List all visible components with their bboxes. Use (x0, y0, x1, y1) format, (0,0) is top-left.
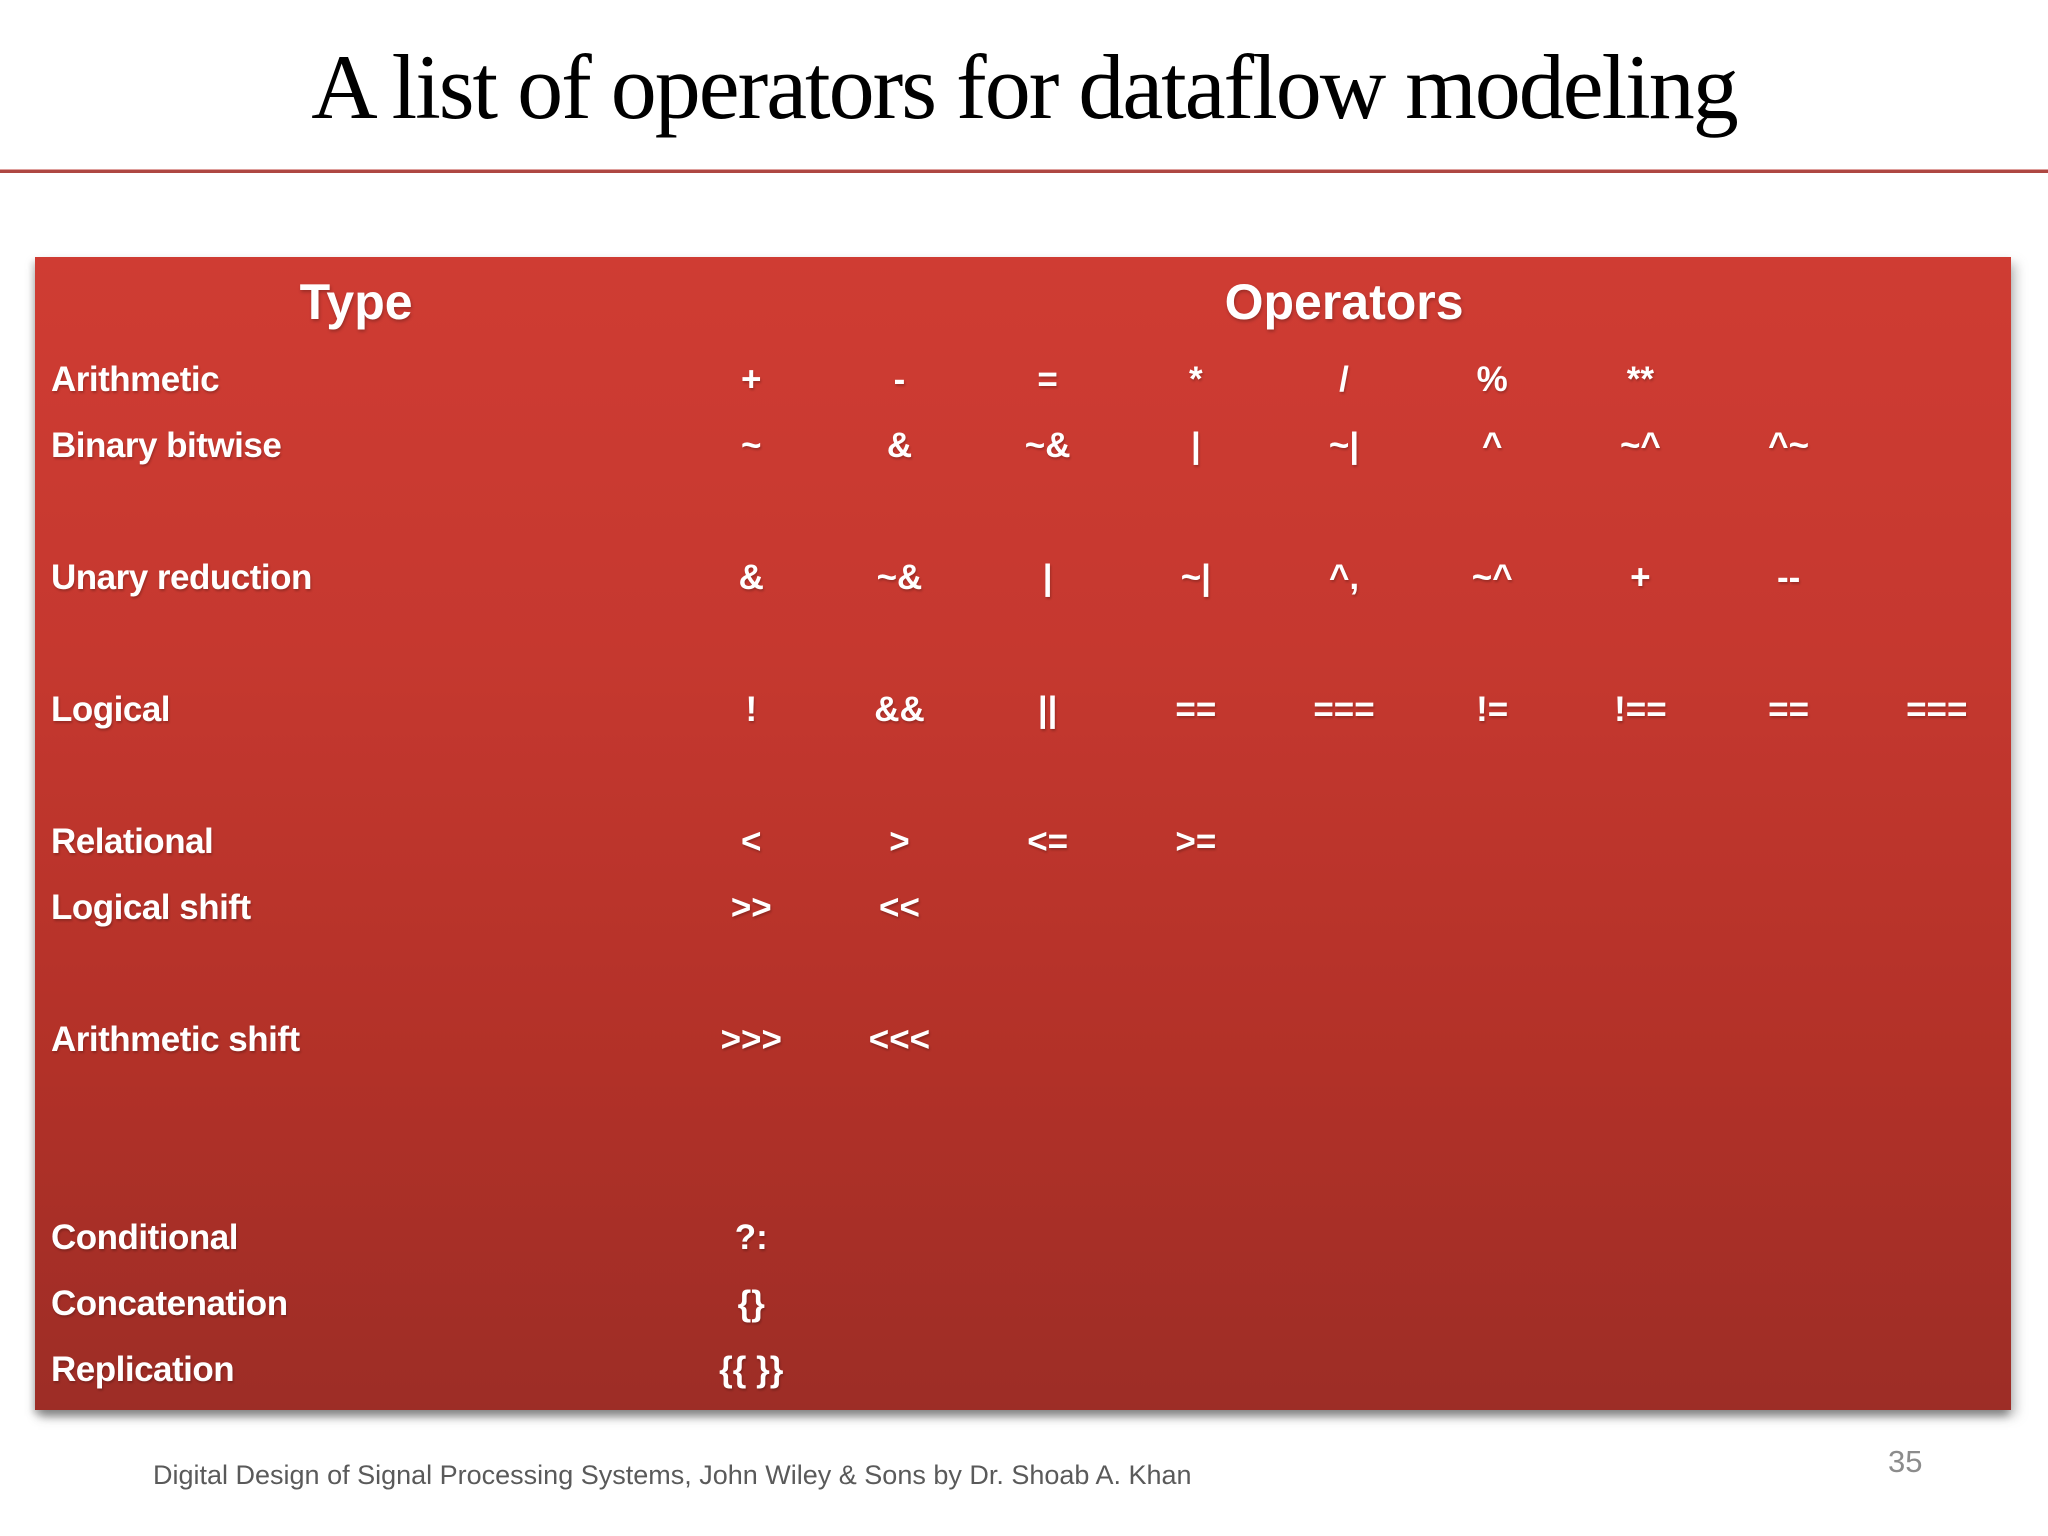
operator-cell: ~^ (1471, 558, 1513, 597)
operator-cell: ^~ (1768, 426, 1810, 465)
table-row-relational: Relational < > <= >= (35, 809, 2011, 875)
operator-cell: * (1189, 360, 1203, 399)
operator-cell: >= (1175, 822, 1217, 861)
operator-cell: << (879, 888, 920, 927)
operator-cell: {} (737, 1284, 765, 1323)
operator-cell: || (1037, 690, 1058, 729)
row-label: Conditional (51, 1218, 238, 1257)
operator-cell: + (1630, 558, 1651, 597)
operator-cell: ~ (741, 426, 762, 465)
operator-cell: ! (745, 690, 758, 729)
table-row-logical-shift: Logical shift >> << (35, 875, 2011, 941)
operator-cell: === (1313, 690, 1375, 729)
row-label: Concatenation (51, 1284, 288, 1323)
operator-cell: ~& (876, 558, 923, 597)
operator-cell: ~& (1024, 426, 1071, 465)
operator-cell: - (893, 360, 906, 399)
operator-cell: && (874, 690, 925, 729)
operator-cell: < (741, 822, 762, 861)
operator-cell: > (889, 822, 910, 861)
operator-cell: & (886, 426, 913, 465)
operator-cell: !== (1614, 690, 1667, 729)
operator-cell: != (1476, 690, 1509, 729)
operator-cell: / (1339, 360, 1349, 399)
table-header-row: Type Operators (35, 257, 2011, 347)
operator-cell: = (1037, 360, 1058, 399)
operator-cell: ?: (734, 1218, 768, 1257)
operator-cell: <<< (868, 1020, 931, 1059)
table-header-type: Type (299, 274, 413, 330)
operator-cell: ^ (1481, 426, 1503, 465)
operator-cell: {{ }} (719, 1350, 784, 1389)
row-label: Arithmetic (51, 360, 220, 399)
operator-cell: == (1175, 690, 1217, 729)
operator-cell: | (1190, 426, 1201, 465)
operator-cell: ~| (1180, 558, 1211, 597)
operator-cell: + (741, 360, 762, 399)
table-row-unary-reduction: Unary reduction & ~& | ~| ^, ~^ + -- (35, 545, 2011, 611)
operator-cell: % (1476, 360, 1508, 399)
operator-cell: -- (1776, 558, 1801, 597)
row-label: Logical (51, 690, 171, 729)
table-row-arithmetic-shift: Arithmetic shift >>> <<< (35, 1007, 2011, 1073)
operator-cell: & (738, 558, 764, 597)
operators-table: Type Operators Arithmetic + - = * / % **… (35, 257, 2011, 1410)
page-number: 35 (1888, 1444, 1923, 1479)
table-row-conditional: Conditional ?: (35, 1205, 2011, 1271)
row-label: Relational (51, 822, 214, 861)
row-label: Unary reduction (51, 558, 312, 597)
operator-cell: ** (1626, 360, 1655, 399)
operator-cell: >>> (720, 1020, 782, 1059)
row-label: Replication (51, 1350, 235, 1389)
table-row-arithmetic: Arithmetic + - = * / % ** (35, 347, 2011, 413)
operator-cell: <= (1027, 822, 1069, 861)
operator-cell: ~| (1328, 426, 1360, 465)
operator-cell: >> (730, 888, 772, 927)
table-row-binary-bitwise: Binary bitwise ~ & ~& | ~| ^ ~^ ^~ (35, 413, 2011, 479)
row-label: Logical shift (51, 888, 251, 927)
page-title: A list of operators for dataflow modelin… (311, 36, 1738, 138)
operator-cell: === (1906, 690, 1968, 729)
row-label: Arithmetic shift (51, 1020, 300, 1059)
operator-cell: | (1042, 558, 1053, 597)
table-row-logical: Logical ! && || == === != !== == === (35, 677, 2011, 743)
operator-cell: ^, (1328, 558, 1360, 597)
table-row-replication: Replication {{ }} (35, 1337, 2011, 1403)
operator-cell: == (1768, 690, 1810, 729)
title-rule-divider (0, 169, 2048, 173)
row-label: Binary bitwise (51, 426, 282, 465)
operator-cell: ~^ (1619, 426, 1661, 465)
footer-citation: Digital Design of Signal Processing Syst… (153, 1460, 1192, 1490)
table-row-concatenation: Concatenation {} (35, 1271, 2011, 1337)
table-header-operators: Operators (1224, 274, 1464, 330)
